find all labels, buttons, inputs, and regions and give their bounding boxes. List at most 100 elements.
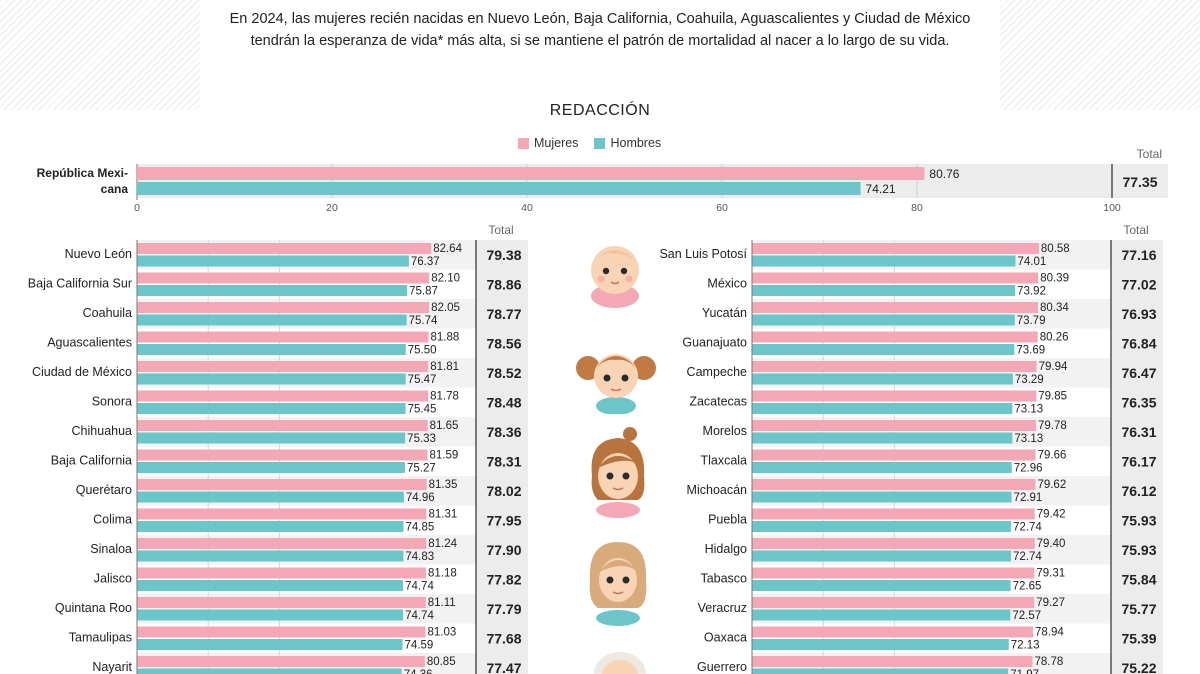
state-morelos-total-box — [1111, 417, 1163, 447]
state-guanajuato-label: Guanajuato — [682, 336, 747, 350]
state-tamaulipas-bar-mujeres — [137, 626, 426, 638]
state-yucatan-bar-mujeres — [752, 302, 1039, 313]
state-zacatecas-total-box — [1111, 387, 1163, 417]
state-coahuila-total-box — [476, 299, 528, 329]
state-tabasco-total-box — [1111, 564, 1163, 594]
national-label-line-1: República Mexi- — [37, 166, 128, 180]
state-campeche-label: Campeche — [687, 365, 747, 379]
state-oaxaca-bar-mujeres — [752, 626, 1034, 638]
state-tamaulipas-total-value: 77.68 — [486, 631, 521, 647]
state-michoacan-value-mujeres: 79.62 — [1037, 479, 1066, 491]
state-yucatan-label: Yucatán — [702, 306, 747, 320]
state-veracruz-total-box — [1111, 594, 1163, 624]
state-jalisco-total-value: 77.82 — [486, 572, 521, 588]
state-colima-total-value: 77.95 — [486, 513, 521, 529]
state-sinaloa-label: Sinaloa — [90, 542, 132, 556]
right-total-header: Total — [1123, 223, 1148, 237]
state-morelos-value-mujeres: 79.78 — [1038, 420, 1067, 432]
state-sinaloa-bar-mujeres — [137, 538, 427, 549]
state-coahuila-total-value: 78.77 — [486, 306, 521, 322]
state-veracruz-value-hombres: 72.57 — [1012, 610, 1041, 622]
state-campeche-total-box — [1111, 358, 1163, 388]
state-chihuahua-value-hombres: 75.33 — [407, 433, 436, 445]
state-queretaro-label: Querétaro — [76, 483, 132, 497]
state-baja-california-sur-bar-hombres — [137, 285, 408, 296]
state-baja-california-total-value: 78.31 — [486, 454, 521, 470]
national-label-line-2: cana — [101, 182, 129, 196]
state-guanajuato-total-value: 76.84 — [1121, 336, 1156, 352]
state-quintana-roo-total-box — [476, 594, 528, 624]
x-tick-label: 40 — [521, 202, 533, 214]
state-sonora-label: Sonora — [92, 395, 132, 409]
state-nayarit-label: Nayarit — [92, 660, 132, 674]
subtitle-line-2: tendrán la esperanza de vida* más alta, … — [250, 33, 950, 49]
state-nuevo-leon-total-box — [476, 240, 528, 270]
national-value-mujeres: 80.76 — [929, 167, 959, 181]
state-tabasco-bar-mujeres — [752, 567, 1035, 579]
x-tick-label: 100 — [1103, 202, 1121, 214]
state-mexico-total-box — [1111, 269, 1163, 299]
state-quintana-roo-bar-mujeres — [137, 597, 426, 608]
legend-swatch-mujeres — [518, 137, 529, 149]
state-tlaxcala-bar-mujeres — [752, 449, 1036, 461]
young-woman-face-icon — [591, 427, 645, 518]
state-tabasco-value-hombres: 72.65 — [1013, 581, 1042, 593]
state-oaxaca-label: Oaxaca — [704, 631, 747, 645]
state-tlaxcala-value-mujeres: 79.66 — [1038, 450, 1067, 462]
state-guerrero-label: Guerrero — [697, 660, 747, 674]
state-coahuila-value-mujeres: 82.05 — [431, 302, 460, 314]
state-sonora-value-hombres: 75.45 — [408, 404, 437, 416]
state-nayarit-bar-mujeres — [137, 656, 425, 667]
state-veracruz-total-value: 75.77 — [1121, 601, 1156, 617]
x-tick-label: 0 — [134, 202, 140, 214]
national-bar-hombres — [137, 182, 861, 195]
state-nayarit-value-hombres: 74.36 — [404, 669, 433, 674]
state-tamaulipas-bar-hombres — [137, 639, 403, 650]
state-guanajuato-bar-mujeres — [752, 331, 1038, 343]
state-veracruz-value-mujeres: 79.27 — [1036, 597, 1065, 609]
state-sonora-bar-mujeres — [137, 390, 429, 402]
state-san-luis-potosi-bar-mujeres — [752, 243, 1039, 254]
legend-item-hombres: Hombres — [594, 136, 661, 150]
state-morelos-bar-mujeres — [752, 420, 1037, 431]
state-tlaxcala-bar-hombres — [752, 462, 1012, 473]
state-hidalgo-bar-hombres — [752, 550, 1011, 562]
state-jalisco-bar-hombres — [137, 580, 404, 591]
state-colima-label: Colima — [93, 513, 132, 527]
state-morelos-label: Morelos — [703, 424, 747, 438]
subtitle-line-1: En 2024, las mujeres recién nacidas en N… — [229, 11, 971, 27]
state-sinaloa-total-value: 77.90 — [486, 542, 521, 558]
state-jalisco-bar-mujeres — [137, 567, 427, 579]
state-nuevo-leon-bar-hombres — [137, 255, 409, 267]
state-nuevo-leon-label: Nuevo León — [65, 247, 132, 261]
state-tlaxcala-total-value: 76.17 — [1121, 454, 1156, 470]
state-jalisco-total-box — [476, 564, 528, 594]
state-nayarit-bar-hombres — [137, 668, 402, 674]
state-queretaro-value-mujeres: 81.35 — [429, 479, 458, 491]
state-nayarit-total-box — [476, 653, 528, 674]
state-yucatan-total-value: 76.93 — [1121, 306, 1156, 322]
state-quintana-roo-bar-hombres — [137, 609, 404, 621]
state-baja-california-bar-mujeres — [137, 449, 428, 461]
state-quintana-roo-label: Quintana Roo — [55, 601, 132, 615]
state-colima-bar-hombres — [137, 521, 404, 532]
state-sinaloa-bar-hombres — [137, 550, 404, 562]
state-hidalgo-value-mujeres: 79.40 — [1037, 538, 1066, 550]
state-sonora-total-value: 78.48 — [486, 395, 521, 411]
state-nayarit-total-value: 77.47 — [486, 660, 521, 674]
state-baja-california-label: Baja California — [51, 454, 132, 468]
state-chihuahua-label: Chihuahua — [72, 424, 133, 438]
state-veracruz-bar-mujeres — [752, 597, 1035, 608]
state-michoacan-value-hombres: 72.91 — [1014, 492, 1043, 504]
state-sonora-value-mujeres: 81.78 — [430, 391, 459, 403]
legend-label-mujeres: Mujeres — [534, 136, 579, 150]
state-guerrero-total-box — [1111, 653, 1163, 674]
state-campeche-total-value: 76.47 — [1121, 365, 1156, 381]
state-chihuahua-total-box — [476, 417, 528, 447]
state-quintana-roo-total-value: 77.79 — [486, 601, 521, 617]
state-ciudad-de-mexico-value-hombres: 75.47 — [408, 374, 437, 386]
state-ciudad-de-mexico-bar-mujeres — [137, 361, 429, 372]
state-campeche-bar-mujeres — [752, 361, 1037, 372]
state-oaxaca-value-mujeres: 78.94 — [1035, 627, 1064, 639]
state-baja-california-sur-total-value: 78.86 — [486, 277, 521, 293]
